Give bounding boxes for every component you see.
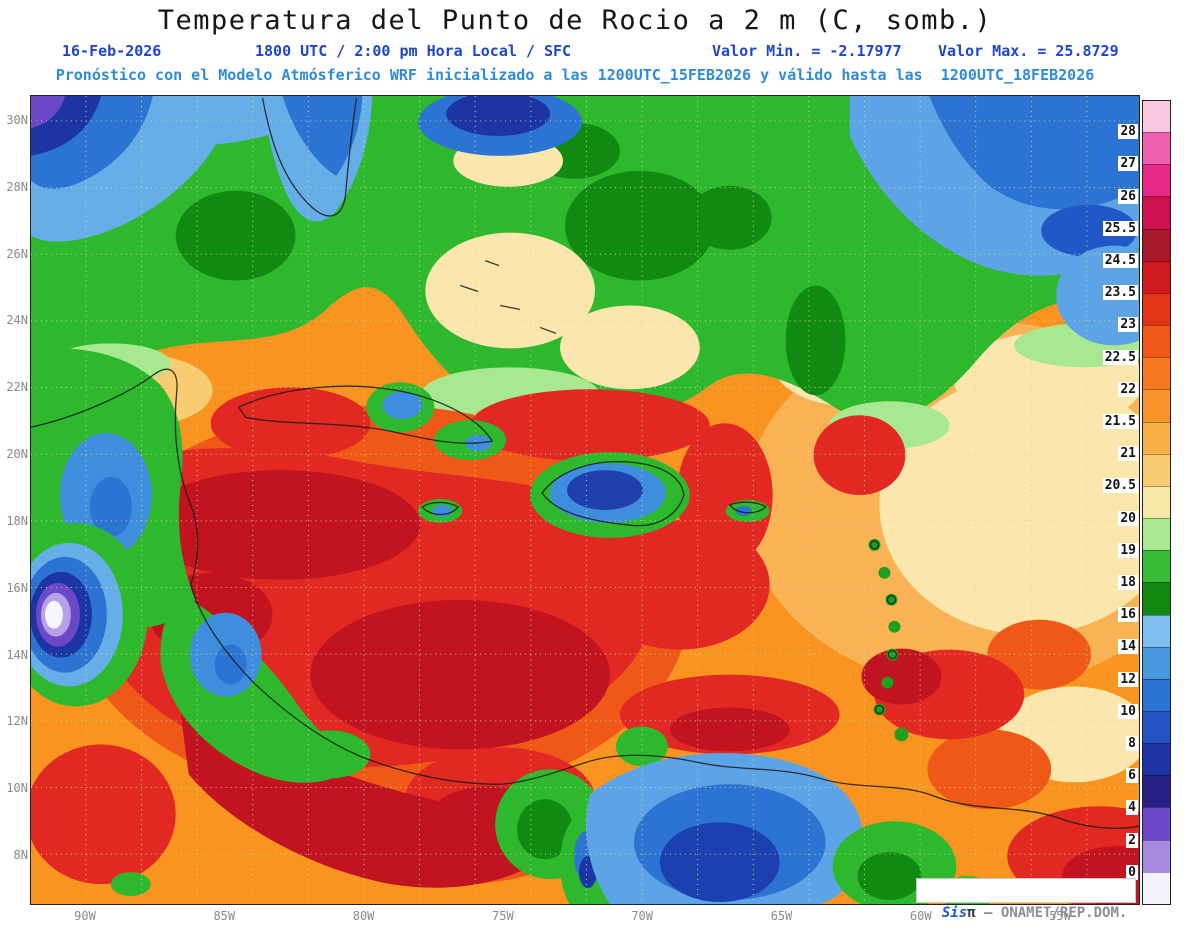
lat-label: 30N xyxy=(6,113,28,127)
colorbar-segment xyxy=(1143,550,1170,583)
lat-label: 24N xyxy=(6,313,28,328)
colorbar-segment xyxy=(1143,743,1170,776)
value-min: Valor Min. = -2.17977 xyxy=(712,42,902,60)
colorbar-label: 22.5 xyxy=(1102,349,1138,365)
lat-label: 16N xyxy=(6,580,28,595)
colorbar-segment xyxy=(1143,646,1170,679)
colorbar-label: 28 xyxy=(1118,124,1138,140)
lon-label: 60W xyxy=(909,909,932,923)
colorbar-label: 16 xyxy=(1118,607,1138,623)
lon-label: 65W xyxy=(770,909,793,923)
colorbar-segment xyxy=(1143,678,1170,711)
weather-map-svg xyxy=(31,96,1139,904)
watermark: Sisπ – ONAMET/REP.DOM. xyxy=(916,878,1137,921)
colorbar-label: 22 xyxy=(1118,381,1138,397)
forecast-date: 16-Feb-2026 xyxy=(62,42,162,60)
colorbar-label: 23.5 xyxy=(1102,285,1138,301)
lon-label: 55W xyxy=(1030,909,1090,923)
colorbar-label: 19 xyxy=(1118,542,1138,558)
colorbar-segment xyxy=(1143,518,1170,551)
colorbar-label: 21.5 xyxy=(1102,414,1138,429)
colorbar-segment xyxy=(1143,485,1170,519)
colorbar-label: 0 xyxy=(1126,864,1138,880)
colorbar-segment xyxy=(1143,164,1170,197)
lon-label: 90W xyxy=(74,909,96,923)
watermark-brand: Sis xyxy=(941,905,968,921)
colorbar-label: 20.5 xyxy=(1102,478,1138,494)
page-title: Temperatura del Punto de Rocio a 2 m (C,… xyxy=(157,5,993,36)
grid-lines xyxy=(31,96,1139,904)
lat-label: 18N xyxy=(6,513,28,528)
colorbar-segment xyxy=(1143,710,1170,744)
colorbar-label: 18 xyxy=(1118,575,1138,590)
pi-icon: π xyxy=(967,905,976,921)
colorbar-segment xyxy=(1143,582,1170,615)
colorbar-label: 21 xyxy=(1118,446,1138,462)
coastlines xyxy=(31,97,1139,829)
colorbar-label: 14 xyxy=(1118,639,1138,655)
colorbar-segment xyxy=(1143,228,1170,261)
lat-label: 26N xyxy=(6,246,28,261)
colorbar-label: 24.5 xyxy=(1102,253,1138,268)
contour-field xyxy=(31,96,1139,904)
colorbar-label: 4 xyxy=(1126,800,1138,816)
forecast-time: 1800 UTC / 2:00 pm Hora Local / SFC xyxy=(255,42,572,60)
lat-label: 22N xyxy=(6,380,28,395)
colorbar-label: 27 xyxy=(1118,156,1138,172)
colorbar-segment xyxy=(1143,871,1170,904)
colorbar-segment xyxy=(1143,807,1170,840)
colorbar-label: 25.5 xyxy=(1102,220,1138,236)
colorbar-segment xyxy=(1143,775,1170,808)
colorbar-segment xyxy=(1143,839,1170,872)
colorbar-segment xyxy=(1143,389,1170,422)
colorbar-segment xyxy=(1143,196,1170,229)
lat-label: 8N xyxy=(13,847,28,862)
lat-label: 10N xyxy=(6,781,28,796)
lon-label: 70W xyxy=(631,909,653,923)
colorbar-label: 23 xyxy=(1118,317,1138,333)
colorbar-label: 20 xyxy=(1118,510,1138,526)
lat-label: 28N xyxy=(6,179,28,194)
model-run-line: Pronóstico con el Modelo Atmósferico WRF… xyxy=(55,66,1095,84)
colorbar-label: 26 xyxy=(1118,188,1138,204)
colorbar-label: 10 xyxy=(1118,703,1138,719)
lon-label: 80W xyxy=(352,909,375,923)
colorbar-segment xyxy=(1143,260,1170,293)
colorbar-segment xyxy=(1143,325,1170,358)
lon-label: 85W xyxy=(213,909,236,923)
weather-map xyxy=(30,95,1140,905)
colorbar-segment xyxy=(1143,453,1170,486)
colorbar-labels: 28 27 26 25.5 24.5 23.5 23 22.5 22 21.5 21 20.5 20 19… xyxy=(1086,100,1138,905)
colorbar-segment xyxy=(1143,292,1170,326)
colorbar-segment xyxy=(1143,614,1170,647)
value-max: Valor Max. = 25.8729 xyxy=(938,42,1119,60)
colorbar-segment xyxy=(1143,421,1170,454)
colorbar-label: 8 xyxy=(1126,736,1138,751)
colorbar-segment xyxy=(1143,132,1170,165)
lat-label: 14N xyxy=(6,647,28,662)
colorbar xyxy=(1142,100,1171,905)
colorbar-segment xyxy=(1143,101,1170,133)
colorbar-label: 12 xyxy=(1118,671,1138,687)
watermark-org: – ONAMET/REP.DOM. xyxy=(984,905,1128,921)
lon-label: 75W xyxy=(492,909,514,923)
lat-label: 12N xyxy=(6,714,28,729)
colorbar-label: 6 xyxy=(1126,768,1138,784)
colorbar-label: 2 xyxy=(1126,832,1138,848)
lat-label: 20N xyxy=(6,447,28,462)
colorbar-segment xyxy=(1143,357,1170,390)
